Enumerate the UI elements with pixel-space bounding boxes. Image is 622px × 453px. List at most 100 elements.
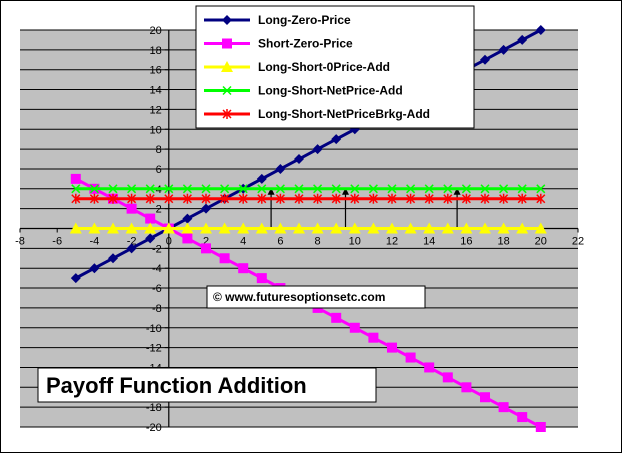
data-point xyxy=(293,222,305,234)
y-tick-label: -2 xyxy=(152,243,162,255)
data-point xyxy=(145,233,156,244)
marker-stroke xyxy=(517,184,527,194)
legend-marker xyxy=(221,61,233,72)
marker-stroke xyxy=(499,184,509,194)
y-tick-label: 10 xyxy=(150,124,162,136)
data-point xyxy=(479,222,491,234)
marker-stroke xyxy=(71,184,81,194)
series-4 xyxy=(71,193,546,204)
data-point xyxy=(108,253,118,264)
data-point xyxy=(480,54,490,65)
data-point xyxy=(108,193,118,204)
y-tick-label: -4 xyxy=(152,263,162,275)
data-point xyxy=(126,243,137,254)
data-point xyxy=(89,184,99,194)
copyright-text: © www.futuresoptionsetc.com xyxy=(213,290,385,304)
marker-stroke xyxy=(220,184,230,194)
data-point xyxy=(443,184,453,194)
data-point xyxy=(145,193,155,204)
data-point xyxy=(368,193,378,204)
data-point xyxy=(294,184,304,194)
data-point xyxy=(88,222,101,234)
data-point xyxy=(443,193,453,204)
data-point xyxy=(331,193,341,204)
data-point xyxy=(70,173,81,184)
arrow-head xyxy=(342,187,349,195)
x-tick-label: -8 xyxy=(15,236,25,248)
data-point xyxy=(275,193,285,204)
data-point xyxy=(368,184,378,194)
data-point xyxy=(256,273,267,284)
x-tick-label: -2 xyxy=(127,236,137,248)
data-point xyxy=(255,222,268,234)
data-point xyxy=(311,222,324,234)
data-point xyxy=(145,213,156,224)
marker-stroke xyxy=(443,184,453,194)
y-tick-label: -6 xyxy=(152,283,162,295)
data-point xyxy=(125,222,138,234)
y-tick-label: 20 xyxy=(150,25,162,37)
data-point xyxy=(498,44,509,55)
marker-stroke xyxy=(406,184,416,194)
data-point xyxy=(162,222,175,234)
data-point xyxy=(442,372,453,383)
series-3 xyxy=(71,184,546,194)
marker-stroke xyxy=(108,184,118,194)
data-point xyxy=(461,193,471,204)
data-point xyxy=(71,193,81,204)
data-point xyxy=(331,184,341,194)
data-point xyxy=(144,222,157,234)
data-point xyxy=(312,144,323,155)
data-point xyxy=(238,193,248,204)
data-point xyxy=(164,193,174,204)
data-point xyxy=(536,184,546,194)
marker-stroke xyxy=(145,184,155,194)
legend-label: Long-Short-0Price-Add xyxy=(258,60,390,74)
copyright-note: © www.futuresoptionsetc.com xyxy=(206,285,426,309)
legend-marker xyxy=(222,38,232,49)
data-point xyxy=(89,263,100,274)
data-point xyxy=(404,222,417,234)
x-tick-label: -6 xyxy=(52,236,62,248)
data-point xyxy=(257,184,267,194)
marker-stroke xyxy=(387,184,397,194)
marker-stroke xyxy=(238,184,248,194)
chart-title-box xyxy=(37,367,377,403)
marker-stroke xyxy=(164,184,174,194)
legend-item: Long-Short-0Price-Add xyxy=(204,60,390,74)
x-tick-label: -4 xyxy=(90,236,100,248)
data-point xyxy=(127,184,137,194)
data-point xyxy=(238,184,248,194)
data-point xyxy=(480,184,490,194)
data-point xyxy=(497,222,510,234)
data-point xyxy=(70,273,81,284)
x-tick-label: 2 xyxy=(203,236,209,248)
chart-title-group: Payoff Function Addition xyxy=(37,367,377,403)
data-point xyxy=(349,322,360,333)
legend-label: Long-Short-NetPrice-Add xyxy=(258,84,403,98)
data-point xyxy=(145,184,155,194)
data-point xyxy=(386,222,398,234)
legend-marker xyxy=(222,15,232,25)
data-point xyxy=(181,222,194,234)
x-tick-label: 12 xyxy=(386,236,398,248)
data-point xyxy=(387,184,397,194)
data-point xyxy=(220,193,230,204)
data-point xyxy=(275,184,285,194)
data-point xyxy=(461,184,471,194)
data-point xyxy=(313,184,323,194)
data-point xyxy=(331,134,342,145)
data-point xyxy=(517,193,527,204)
data-point xyxy=(201,203,211,214)
y-tick-label: -10 xyxy=(146,323,162,335)
data-point xyxy=(256,173,267,184)
data-point xyxy=(219,253,230,264)
data-point xyxy=(107,222,119,234)
y-tick-label: -12 xyxy=(146,343,162,355)
data-point xyxy=(331,312,342,323)
y-tick-label: 2 xyxy=(156,204,162,216)
y-tick-label: -8 xyxy=(152,303,162,315)
data-point xyxy=(535,25,546,35)
data-point xyxy=(535,422,546,432)
